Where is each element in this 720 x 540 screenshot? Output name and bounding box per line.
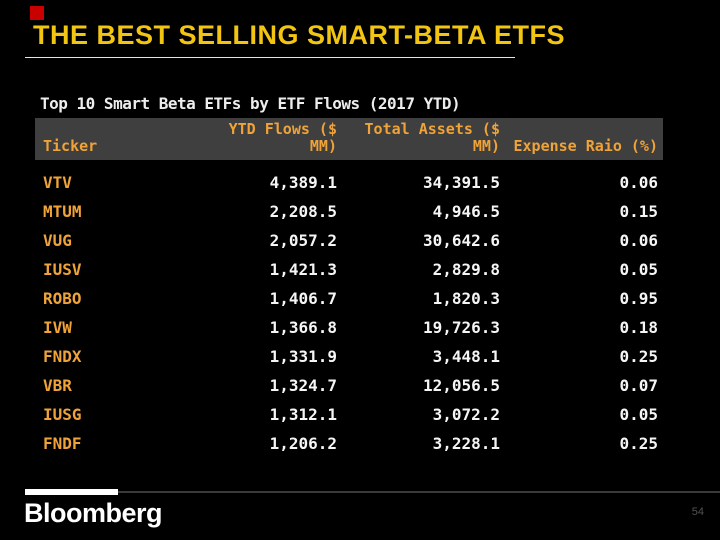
- expense-ratio-cell: 0.95: [619, 289, 658, 308]
- ticker-cell: MTUM: [43, 202, 82, 221]
- ytd-flows-cell: 1,406.7: [269, 289, 337, 308]
- ytd-flows-cell: 1,421.3: [269, 260, 337, 279]
- total-assets-cell: 3,448.1: [432, 347, 500, 366]
- red-accent-square: [30, 6, 44, 20]
- ytd-flows-cell: 2,057.2: [269, 231, 337, 250]
- column-header-expense-ratio: Expense Raio (%): [513, 136, 659, 155]
- title-underline: [25, 57, 515, 58]
- ticker-cell: VTV: [43, 173, 72, 192]
- ticker-cell: FNDF: [43, 434, 82, 453]
- footer-rule: [118, 491, 720, 493]
- ticker-cell: FNDX: [43, 347, 82, 366]
- column-header-ytd-flows: YTD Flows ($ MM): [228, 119, 337, 155]
- table-row: MTUM 2,208.5 4,946.5 0.15: [35, 197, 663, 226]
- table-row: FNDF 1,206.2 3,228.1 0.25: [35, 429, 663, 458]
- ytd-flows-cell: 1,366.8: [269, 318, 337, 337]
- ticker-cell: VUG: [43, 231, 72, 250]
- column-header-ticker: Ticker: [43, 136, 98, 155]
- table-title: Top 10 Smart Beta ETFs by ETF Flows (201…: [40, 94, 461, 113]
- total-assets-cell: 3,072.2: [432, 405, 500, 424]
- expense-ratio-cell: 0.06: [619, 231, 658, 250]
- expense-ratio-cell: 0.25: [619, 347, 658, 366]
- ticker-cell: IVW: [43, 318, 72, 337]
- table-row: IVW 1,366.8 19,726.3 0.18: [35, 313, 663, 342]
- total-assets-cell: 12,056.5: [422, 376, 500, 395]
- page-number: 54: [691, 506, 704, 518]
- ytd-flows-cell: 4,389.1: [269, 173, 337, 192]
- slide-title: THE BEST SELLING SMART-BETA ETFS: [33, 20, 566, 50]
- ytd-flows-cell: 2,208.5: [269, 202, 337, 221]
- expense-ratio-cell: 0.05: [619, 405, 658, 424]
- ytd-flows-cell: 1,331.9: [269, 347, 337, 366]
- ticker-cell: VBR: [43, 376, 72, 395]
- total-assets-cell: 1,820.3: [432, 289, 500, 308]
- table-header-row: Ticker YTD Flows ($ MM) Total Assets ($ …: [35, 118, 663, 160]
- footer-thick-bar: [25, 489, 118, 495]
- ticker-cell: IUSG: [43, 405, 82, 424]
- total-assets-cell: 3,228.1: [432, 434, 500, 453]
- table-row: IUSV 1,421.3 2,829.8 0.05: [35, 255, 663, 284]
- total-assets-cell: 19,726.3: [422, 318, 500, 337]
- ytd-flows-cell: 1,324.7: [269, 376, 337, 395]
- expense-ratio-cell: 0.15: [619, 202, 658, 221]
- expense-ratio-cell: 0.05: [619, 260, 658, 279]
- table-row: VBR 1,324.7 12,056.5 0.07: [35, 371, 663, 400]
- expense-ratio-cell: 0.06: [619, 173, 658, 192]
- table-body: VTV 4,389.1 34,391.5 0.06 MTUM 2,208.5 4…: [35, 168, 663, 458]
- expense-ratio-cell: 0.25: [619, 434, 658, 453]
- ticker-cell: IUSV: [43, 260, 82, 279]
- table-row: VTV 4,389.1 34,391.5 0.06: [35, 168, 663, 197]
- total-assets-cell: 30,642.6: [422, 231, 500, 250]
- expense-ratio-cell: 0.07: [619, 376, 658, 395]
- table-row: ROBO 1,406.7 1,820.3 0.95: [35, 284, 663, 313]
- bloomberg-wordmark: Bloomberg: [24, 498, 163, 528]
- expense-ratio-cell: 0.18: [619, 318, 658, 337]
- table-row: FNDX 1,331.9 3,448.1 0.25: [35, 342, 663, 371]
- ticker-cell: ROBO: [43, 289, 82, 308]
- etf-flows-table: Top 10 Smart Beta ETFs by ETF Flows (201…: [35, 92, 663, 458]
- ytd-flows-cell: 1,312.1: [269, 405, 337, 424]
- table-row: VUG 2,057.2 30,642.6 0.06: [35, 226, 663, 255]
- table-row: IUSG 1,312.1 3,072.2 0.05: [35, 400, 663, 429]
- ytd-flows-cell: 1,206.2: [269, 434, 337, 453]
- total-assets-cell: 2,829.8: [432, 260, 500, 279]
- total-assets-cell: 4,946.5: [432, 202, 500, 221]
- total-assets-cell: 34,391.5: [422, 173, 500, 192]
- column-header-total-assets: Total Assets ($ MM): [364, 119, 500, 155]
